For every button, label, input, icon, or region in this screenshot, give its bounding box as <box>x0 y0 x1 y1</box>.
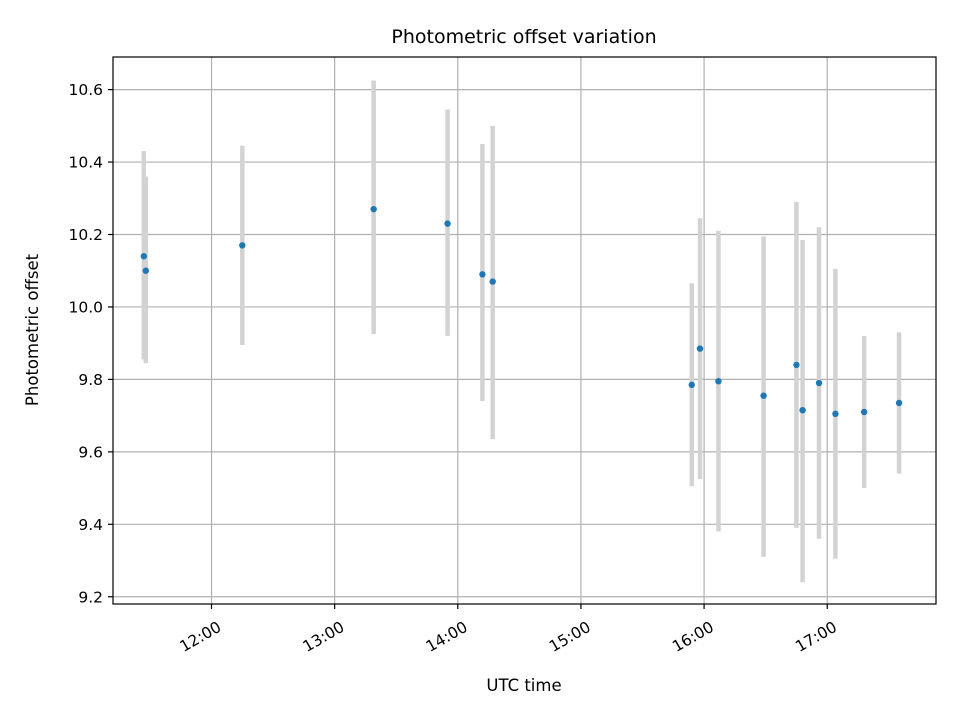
data-point <box>479 271 486 278</box>
data-point <box>715 378 722 385</box>
y-axis-ticks: 9.2 9.4 9.6 9.8 10.0 10.2 10.4 10.6 <box>68 81 113 606</box>
x-tick-label: 12:00 <box>177 618 225 656</box>
data-point <box>815 379 823 387</box>
y-axis-title: Photometric offset <box>23 253 42 406</box>
x-tick-label: 14:00 <box>423 618 471 656</box>
data-point <box>793 361 800 369</box>
x-axis-ticks: 12:00 13:00 14:00 15:00 16:00 17:00 <box>177 604 840 656</box>
x-axis-title: UTC time <box>486 676 561 695</box>
data-point <box>489 278 496 285</box>
data-point <box>799 406 806 414</box>
x-tick-label: 17:00 <box>792 618 840 656</box>
data-point <box>140 253 147 260</box>
error-bars <box>141 80 902 583</box>
x-tick-label: 16:00 <box>669 618 717 656</box>
data-points <box>140 205 903 418</box>
data-point <box>444 220 451 227</box>
data-point <box>860 408 868 416</box>
data-point <box>895 399 903 407</box>
data-point <box>239 242 246 249</box>
data-point <box>760 392 767 399</box>
y-tick-label: 9.8 <box>78 371 103 389</box>
data-point <box>142 267 150 274</box>
data-point <box>832 410 839 418</box>
x-tick-label: 13:00 <box>300 618 348 656</box>
y-tick-label: 10.4 <box>68 154 103 172</box>
y-tick-label: 9.4 <box>78 516 103 534</box>
data-point <box>370 205 377 213</box>
y-tick-label: 10.2 <box>68 226 103 244</box>
chart-title: Photometric offset variation <box>391 26 656 48</box>
y-tick-label: 9.6 <box>78 443 103 461</box>
data-point <box>688 381 695 389</box>
y-tick-label: 10.0 <box>68 298 103 316</box>
grid <box>113 57 936 604</box>
x-tick-label: 15:00 <box>546 618 594 656</box>
data-point <box>696 345 704 352</box>
plot-frame <box>112 56 937 605</box>
y-tick-label: 10.6 <box>68 81 103 99</box>
y-tick-label: 9.2 <box>78 588 103 606</box>
